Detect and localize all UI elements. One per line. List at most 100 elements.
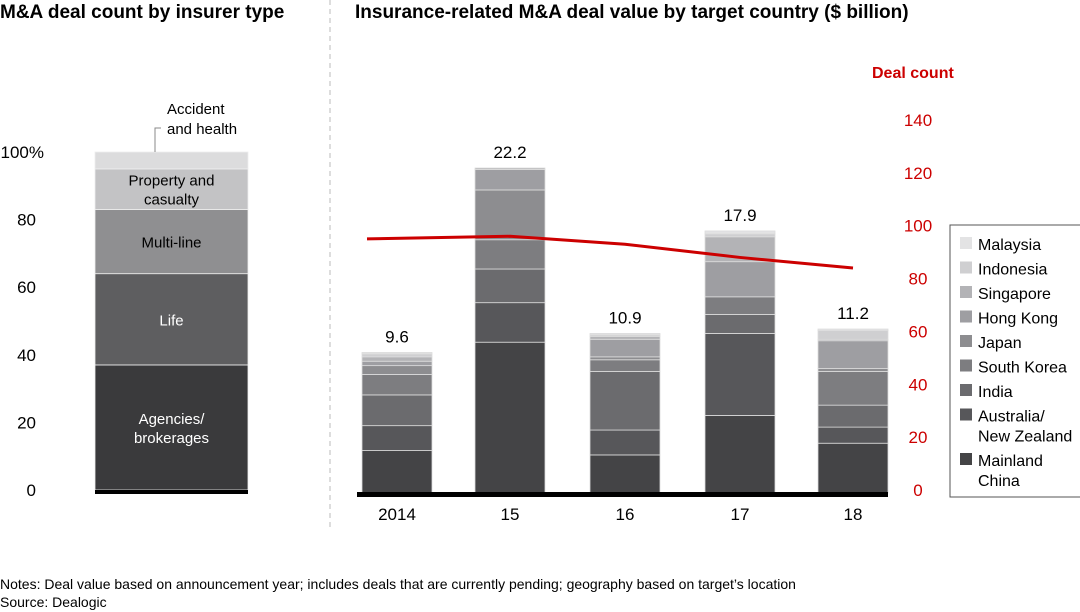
bar-segment [474,169,546,191]
legend-swatch [960,310,972,323]
x-tick-label: 2014 [378,505,416,524]
right-y-tick: 100 [904,217,932,236]
left-y-tick: 20 [17,413,36,432]
x-tick-label: 15 [501,505,520,524]
left-y-tick: 40 [17,346,36,365]
legend-label: India [978,384,1013,401]
left-bar-segment [94,168,249,210]
bar-segment [474,302,546,343]
bar-segment [589,333,661,336]
x-tick-label: 18 [844,505,863,524]
legend-label: New Zealand [978,429,1072,446]
right-y-tick: 20 [909,428,928,447]
bar-segment [474,167,546,170]
x-tick-label: 16 [616,505,635,524]
left-segment-label: Multi-line [141,235,201,252]
leader-line [154,127,161,152]
right-y-tick: 0 [913,481,922,500]
right-y-tick: 60 [909,322,928,341]
legend-label: Mainland [978,453,1043,470]
legend-swatch [960,261,972,274]
bar-segment [817,371,889,406]
left-bar-segment [94,364,249,491]
bar-segment [817,404,889,428]
bar-segment [361,356,433,362]
legend-swatch [960,335,972,347]
bar-total-label: 9.6 [385,327,409,346]
bar-total-label: 10.9 [608,308,641,327]
bar-segment [589,335,661,340]
bar-total-label: 17.9 [723,206,756,225]
legend-swatch [960,237,972,249]
bar-segment [361,352,433,355]
bar-total-label: 22.2 [493,143,526,162]
bar-segment [817,426,889,444]
left-segment-label: Property and [129,173,215,190]
bar-segment [361,374,433,396]
bar-segment [589,371,661,431]
legend-label: Hong Kong [978,311,1058,328]
bar-segment [817,330,889,340]
left-bar-segment [94,151,249,170]
left-segment-label: and health [167,121,237,138]
bar-segment [817,442,889,494]
bar-segment [704,233,776,238]
bar-segment [589,429,661,456]
legend-label: Indonesia [978,262,1047,279]
bar-segment [589,356,661,361]
left-segment-label: brokerages [134,430,209,447]
source: Source: Dealogic [0,594,107,610]
right-y-tick: 40 [909,375,928,394]
bar-segment [474,239,546,270]
left-chart-title: M&A deal count by insurer type [0,2,285,23]
legend-swatch [960,453,972,465]
left-baseline [95,490,248,494]
bar-segment [361,425,433,451]
deal-count-axis-label: Deal count [872,65,954,82]
bar-segment [474,189,546,241]
right-chart-title: Insurance-related M&A deal value by targ… [355,2,909,23]
deal-count-line [366,234,854,270]
bar-segment [474,268,546,304]
legend-label: China [978,473,1020,490]
legend-swatch [960,384,972,396]
x-axis-baseline [357,492,888,497]
left-y-tick: 60 [17,278,36,297]
bar-segment [361,365,433,375]
left-y-tick: 80 [17,211,36,230]
notes: Notes: Deal value based on announcement … [0,576,796,592]
left-bar-segment [94,209,249,275]
bar-segment [589,359,661,372]
legend-label: Australia/ [978,409,1045,426]
bar-total-label: 11.2 [837,304,869,323]
left-segment-label: Life [159,312,183,329]
bar-segment [704,296,776,315]
bar-segment [817,328,889,331]
left-segment-label: Agencies/ [139,411,206,428]
bar-segment [817,340,889,369]
x-tick-label: 17 [731,505,750,524]
left-segment-label: Accident [167,101,225,118]
legend-label: Japan [978,335,1022,352]
left-segment-label: casualty [144,192,200,209]
right-y-tick: 80 [909,270,928,289]
bar-segment [704,230,776,235]
bar-segment [817,368,889,372]
bar-segment [704,313,776,334]
right-y-tick: 120 [904,164,932,183]
bar-segment [704,415,776,494]
left-y-tick: 100% [1,143,44,162]
bar-segment [704,333,776,416]
bar-segment [474,341,546,494]
legend-swatch [960,408,972,421]
left-y-tick: 0 [27,481,36,500]
legend-swatch [960,286,972,298]
legend-swatch [960,359,972,372]
bar-segment [361,360,433,367]
legend-label: Malaysia [978,237,1041,254]
bar-segment [361,450,433,494]
bar-segment [589,338,661,358]
right-y-tick: 140 [904,111,932,130]
bar-segment [361,394,433,427]
